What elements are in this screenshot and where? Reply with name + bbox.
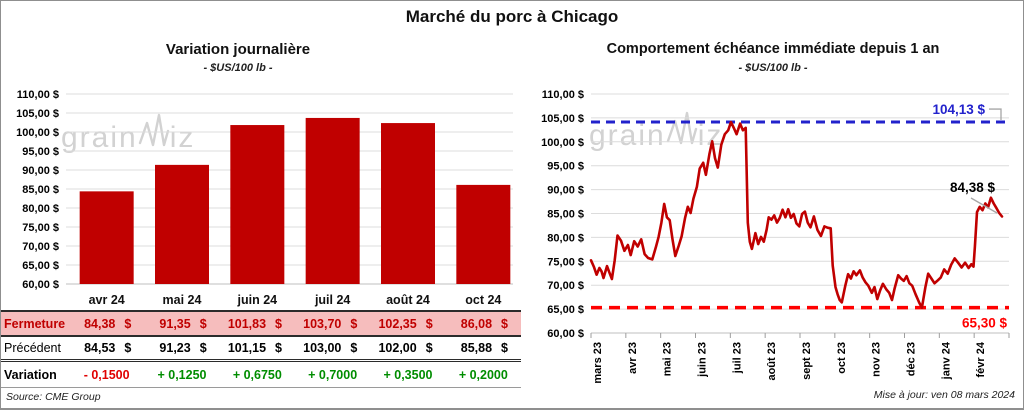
table-row-variation: Variation - 0,1500 + 0,1250 + 0,6750 + 0,700… bbox=[1, 362, 521, 388]
table-column-header: oct 24 bbox=[465, 292, 502, 307]
max-value-label: 104,13 $ bbox=[932, 102, 985, 117]
svg-text:90,00 $: 90,00 $ bbox=[547, 185, 584, 197]
bar-chart-subtitle: - $US/100 lb - bbox=[203, 62, 273, 74]
table-cell: 101,83 $ bbox=[227, 316, 282, 331]
svg-text:mai 23: mai 23 bbox=[662, 342, 674, 376]
table-cell: 91,23 $ bbox=[159, 341, 207, 355]
svg-text:oct 23: oct 23 bbox=[836, 342, 848, 374]
svg-text:sept 23: sept 23 bbox=[801, 342, 813, 380]
bar-chart-title: Variation journalière bbox=[165, 41, 311, 58]
svg-text:févr 24: févr 24 bbox=[975, 341, 987, 377]
update-note: Mise à jour: ven 08 mars 2024 bbox=[873, 389, 1015, 401]
table-cell: + 0,6750 bbox=[232, 367, 282, 382]
price-table: avr 24 mai 24 juin 24 juil 24 août 24 oct 24 F… bbox=[1, 289, 521, 388]
svg-text:100,00 $: 100,00 $ bbox=[16, 127, 59, 139]
grainwiz-watermark: grain iz bbox=[589, 111, 723, 151]
svg-text:70,00 $: 70,00 $ bbox=[22, 241, 59, 253]
line-chart-subtitle: - $US/100 lb - bbox=[738, 62, 808, 74]
last-value-label: 84,38 $ bbox=[950, 180, 996, 195]
svg-text:nov 23: nov 23 bbox=[871, 342, 883, 377]
svg-text:105,00 $: 105,00 $ bbox=[16, 108, 59, 120]
table-cell: - 0,1500 bbox=[83, 367, 130, 382]
grainwiz-watermark: grain iz bbox=[61, 113, 195, 153]
svg-text:avr 23: avr 23 bbox=[627, 342, 639, 374]
table-row-fermeture: Fermeture 84,38 $ 91,35 $ 101,83 $ 103,70 $ 102,3… bbox=[1, 312, 521, 337]
table-cell: 91,35 $ bbox=[159, 316, 207, 331]
svg-text:60,00 $: 60,00 $ bbox=[22, 279, 59, 291]
table-column-header: avr 24 bbox=[88, 292, 125, 307]
table-cell: 103,00 $ bbox=[303, 341, 358, 355]
svg-text:110,00 $: 110,00 $ bbox=[17, 89, 59, 101]
bar-juil 24 bbox=[305, 117, 360, 284]
svg-text:juin 23: juin 23 bbox=[697, 342, 709, 378]
table-cell: 102,00 $ bbox=[378, 341, 433, 355]
bar-avr 24 bbox=[79, 191, 134, 284]
table-row-label: Variation bbox=[4, 367, 57, 382]
svg-text:75,00 $: 75,00 $ bbox=[547, 256, 584, 268]
table-cell: 85,88 $ bbox=[460, 341, 508, 355]
table-column-header: mai 24 bbox=[162, 292, 202, 307]
page-title: Marché du porc à Chicago bbox=[405, 7, 619, 26]
bar-oct 24 bbox=[456, 184, 511, 284]
svg-text:105,00 $: 105,00 $ bbox=[541, 113, 584, 125]
table-cell: + 0,3500 bbox=[383, 367, 433, 382]
svg-text:80,00 $: 80,00 $ bbox=[22, 203, 59, 215]
table-cell: 84,53 $ bbox=[84, 341, 132, 355]
line-chart-title: Comportement échéance immédiate depuis 1… bbox=[606, 41, 940, 57]
svg-text:95,00 $: 95,00 $ bbox=[22, 146, 59, 158]
table-row-label: Fermeture bbox=[4, 316, 66, 331]
table-header-row: avr 24 mai 24 juin 24 juil 24 août 24 oct 24 bbox=[1, 289, 521, 312]
table-cell: + 0,2000 bbox=[458, 367, 508, 382]
bar-juin 24 bbox=[230, 125, 285, 284]
svg-text:90,00 $: 90,00 $ bbox=[22, 165, 59, 177]
table-cell: 102,35 $ bbox=[378, 316, 433, 331]
line-chart: 60,00 $ 65,00 $ 70,00 $ 75,00 $ 80,00 $ 85,00… bbox=[541, 89, 1010, 384]
table-row-label: Précédent bbox=[4, 341, 61, 355]
svg-text:110,00 $: 110,00 $ bbox=[542, 89, 584, 101]
table-cell: 84,38 $ bbox=[84, 316, 132, 331]
bar-août 24 bbox=[381, 123, 435, 284]
bar-chart: 60,00 $ 65,00 $ 70,00 $ 75,00 $ 80,00 $ 85,00… bbox=[16, 89, 513, 291]
grainwiz-zigzag-icon bbox=[666, 111, 697, 145]
svg-text:65,00 $: 65,00 $ bbox=[22, 260, 59, 272]
table-column-header: juil 24 bbox=[314, 292, 351, 307]
svg-text:75,00 $: 75,00 $ bbox=[22, 222, 59, 234]
svg-text:95,00 $: 95,00 $ bbox=[547, 161, 584, 173]
svg-text:80,00 $: 80,00 $ bbox=[547, 232, 584, 244]
grainwiz-zigzag-icon bbox=[138, 113, 169, 147]
svg-text:juil 23: juil 23 bbox=[731, 342, 743, 374]
table-column-header: juin 24 bbox=[237, 292, 278, 307]
table-cell: 86,08 $ bbox=[460, 316, 508, 331]
table-cell: + 0,7000 bbox=[308, 367, 358, 382]
svg-text:60,00 $: 60,00 $ bbox=[547, 328, 584, 340]
svg-text:mars 23: mars 23 bbox=[592, 342, 604, 384]
svg-text:65,00 $: 65,00 $ bbox=[547, 304, 584, 316]
svg-text:janv 24: janv 24 bbox=[940, 341, 952, 380]
svg-text:85,00 $: 85,00 $ bbox=[22, 184, 59, 196]
table-cell: + 0,1250 bbox=[157, 367, 207, 382]
source-note: Source: CME Group bbox=[6, 391, 101, 403]
table-cell: 101,15 $ bbox=[227, 341, 282, 355]
table-cell: 103,70 $ bbox=[303, 316, 358, 331]
svg-text:déc 23: déc 23 bbox=[906, 342, 918, 376]
svg-text:70,00 $: 70,00 $ bbox=[547, 280, 584, 292]
table-row-precedent: Précédent 84,53 $ 91,23 $ 101,15 $ 103,00 $ 102,0… bbox=[1, 337, 521, 362]
bar-mai 24 bbox=[155, 164, 209, 284]
svg-text:août 23: août 23 bbox=[766, 342, 778, 381]
table-column-header: août 24 bbox=[386, 292, 430, 307]
min-value-label: 65,30 $ bbox=[962, 316, 1008, 331]
svg-text:100,00 $: 100,00 $ bbox=[541, 137, 584, 149]
price-series-line bbox=[589, 120, 1004, 309]
svg-text:85,00 $: 85,00 $ bbox=[547, 209, 584, 221]
